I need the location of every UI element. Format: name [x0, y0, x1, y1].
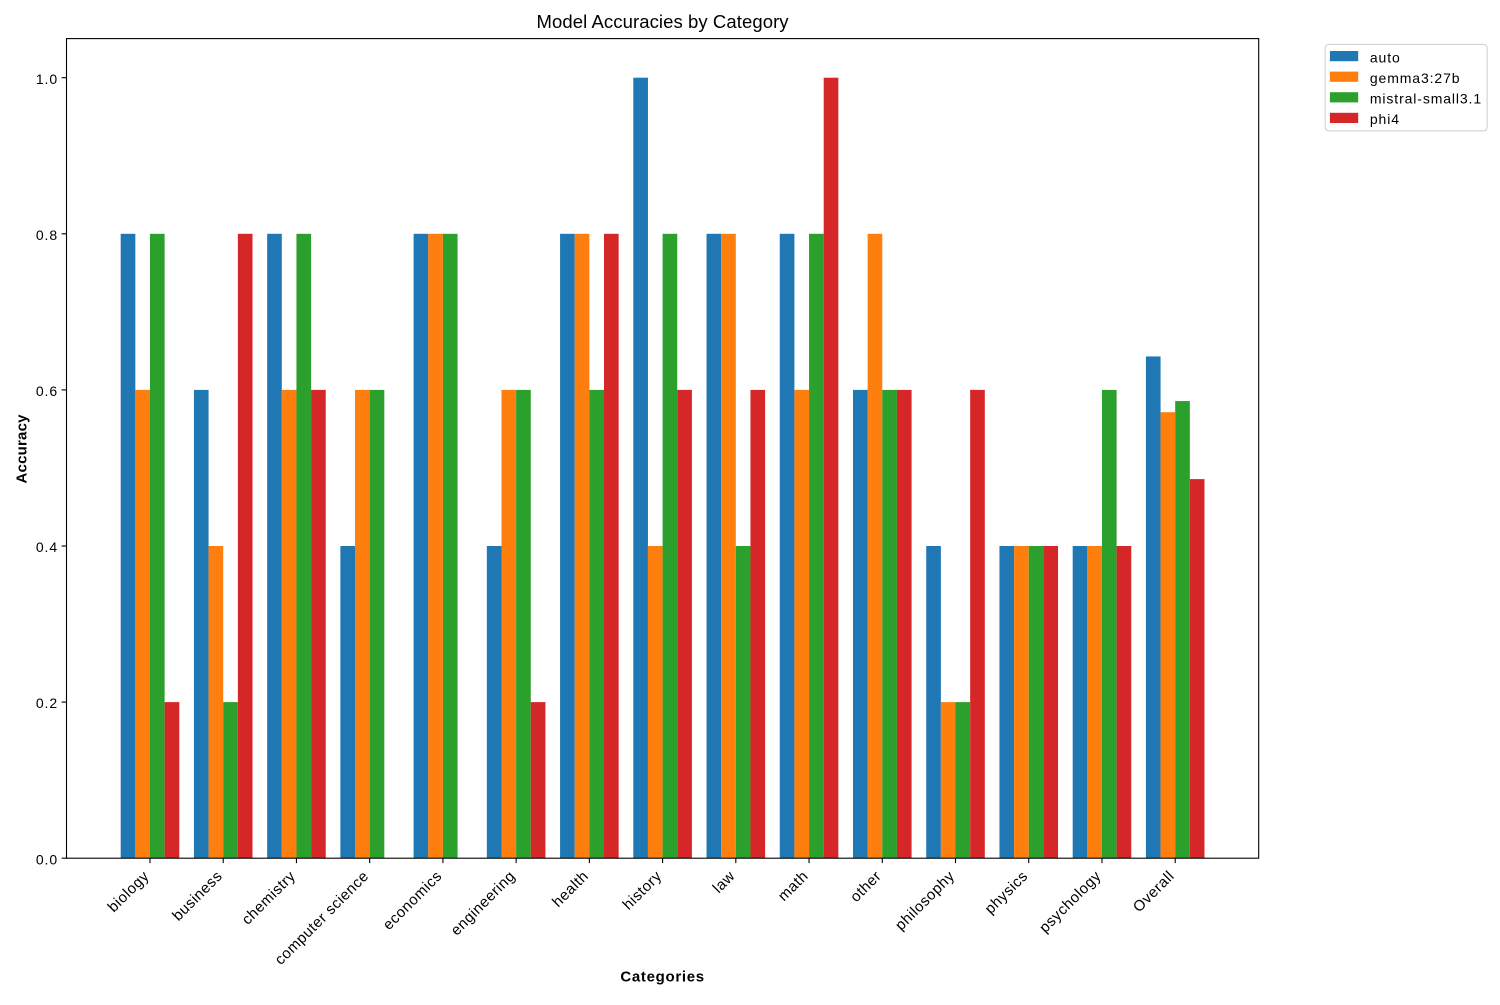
svg-text:0.8: 0.8: [36, 227, 58, 243]
svg-text:Categories: Categories: [620, 969, 704, 986]
svg-text:0.2: 0.2: [36, 695, 58, 711]
svg-text:Model Accuracies by Category: Model Accuracies by Category: [537, 11, 790, 32]
svg-text:1.0: 1.0: [36, 71, 58, 87]
svg-text:0.6: 0.6: [36, 383, 58, 399]
svg-text:mistral-small3.1: mistral-small3.1: [1370, 91, 1482, 107]
svg-text:Accuracy: Accuracy: [13, 414, 30, 484]
svg-text:0.0: 0.0: [36, 851, 58, 867]
svg-text:gemma3:27b: gemma3:27b: [1370, 70, 1461, 86]
svg-text:auto: auto: [1370, 49, 1401, 65]
svg-text:phi4: phi4: [1370, 111, 1400, 127]
svg-text:0.4: 0.4: [36, 539, 58, 555]
